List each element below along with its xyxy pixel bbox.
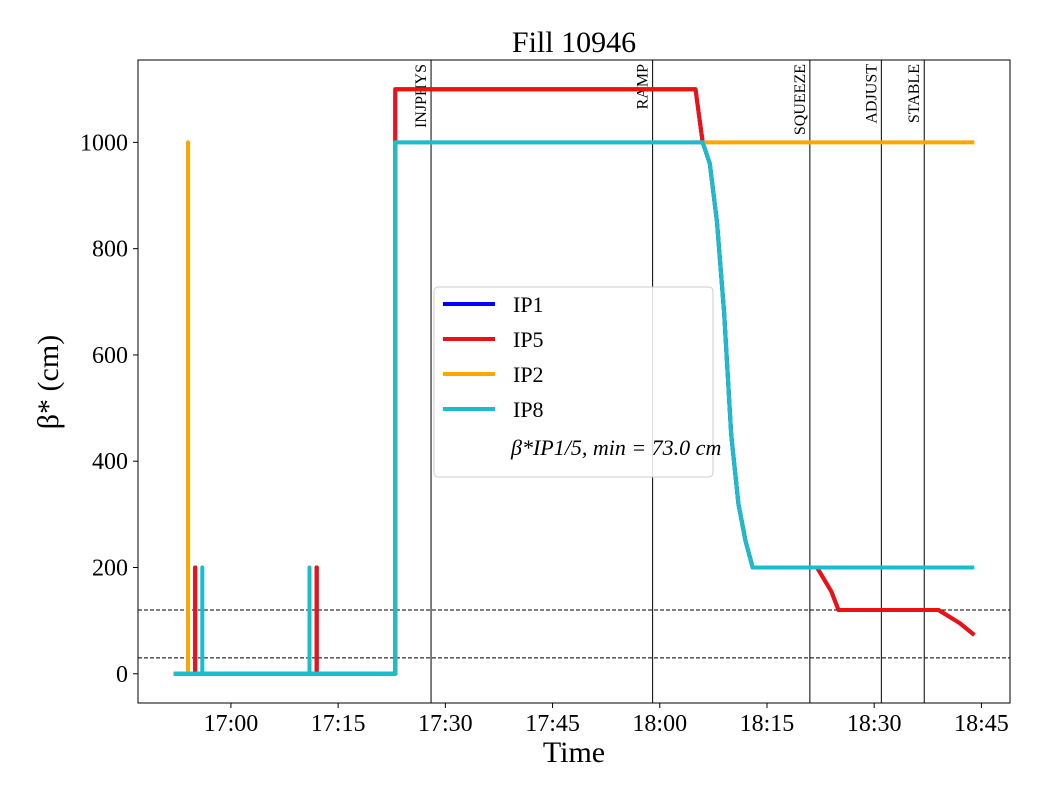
x-tick-label: 17:15 — [311, 711, 366, 737]
event-label: SQUEEZE — [792, 64, 809, 135]
event-label: RAMP — [635, 64, 652, 109]
y-tick-label: 400 — [92, 449, 128, 475]
plot-frame — [137, 59, 1011, 704]
event-label: INJPHYS — [413, 64, 430, 128]
legend-label: IP8 — [513, 397, 544, 422]
y-axis-label: β* (cm) — [32, 335, 65, 429]
y-tick-label: 0 — [116, 662, 128, 688]
x-tick-label: 18:00 — [632, 711, 687, 737]
chart-title: Fill 10946 — [512, 26, 636, 59]
y-tick-label: 800 — [92, 237, 128, 263]
y-tick-label: 1000 — [80, 130, 128, 156]
legend-label: IP1 — [513, 292, 544, 317]
x-axis-label: Time — [543, 736, 605, 769]
x-tick-label: 18:15 — [740, 711, 795, 737]
series-line — [173, 140, 975, 676]
legend-label: IP2 — [513, 362, 544, 387]
x-tick-label: 18:45 — [954, 711, 1009, 737]
x-tick-label: 17:30 — [418, 711, 473, 737]
event-label: STABLE — [906, 64, 923, 123]
event-label: ADJUST — [863, 64, 880, 124]
legend: IP1 IP5 IP2 IP8 β*IP1/5, min = 73.0 cm — [433, 286, 721, 478]
y-tick-label: 600 — [92, 343, 128, 369]
legend-annotation: β*IP1/5, min = 73.0 cm — [510, 435, 721, 460]
legend-box — [433, 286, 714, 478]
x-tick-label: 17:00 — [204, 711, 259, 737]
x-tick-label: 18:30 — [847, 711, 902, 737]
x-tick-label: 17:45 — [525, 711, 580, 737]
y-tick-label: 200 — [92, 555, 128, 581]
legend-label: IP5 — [513, 327, 544, 352]
